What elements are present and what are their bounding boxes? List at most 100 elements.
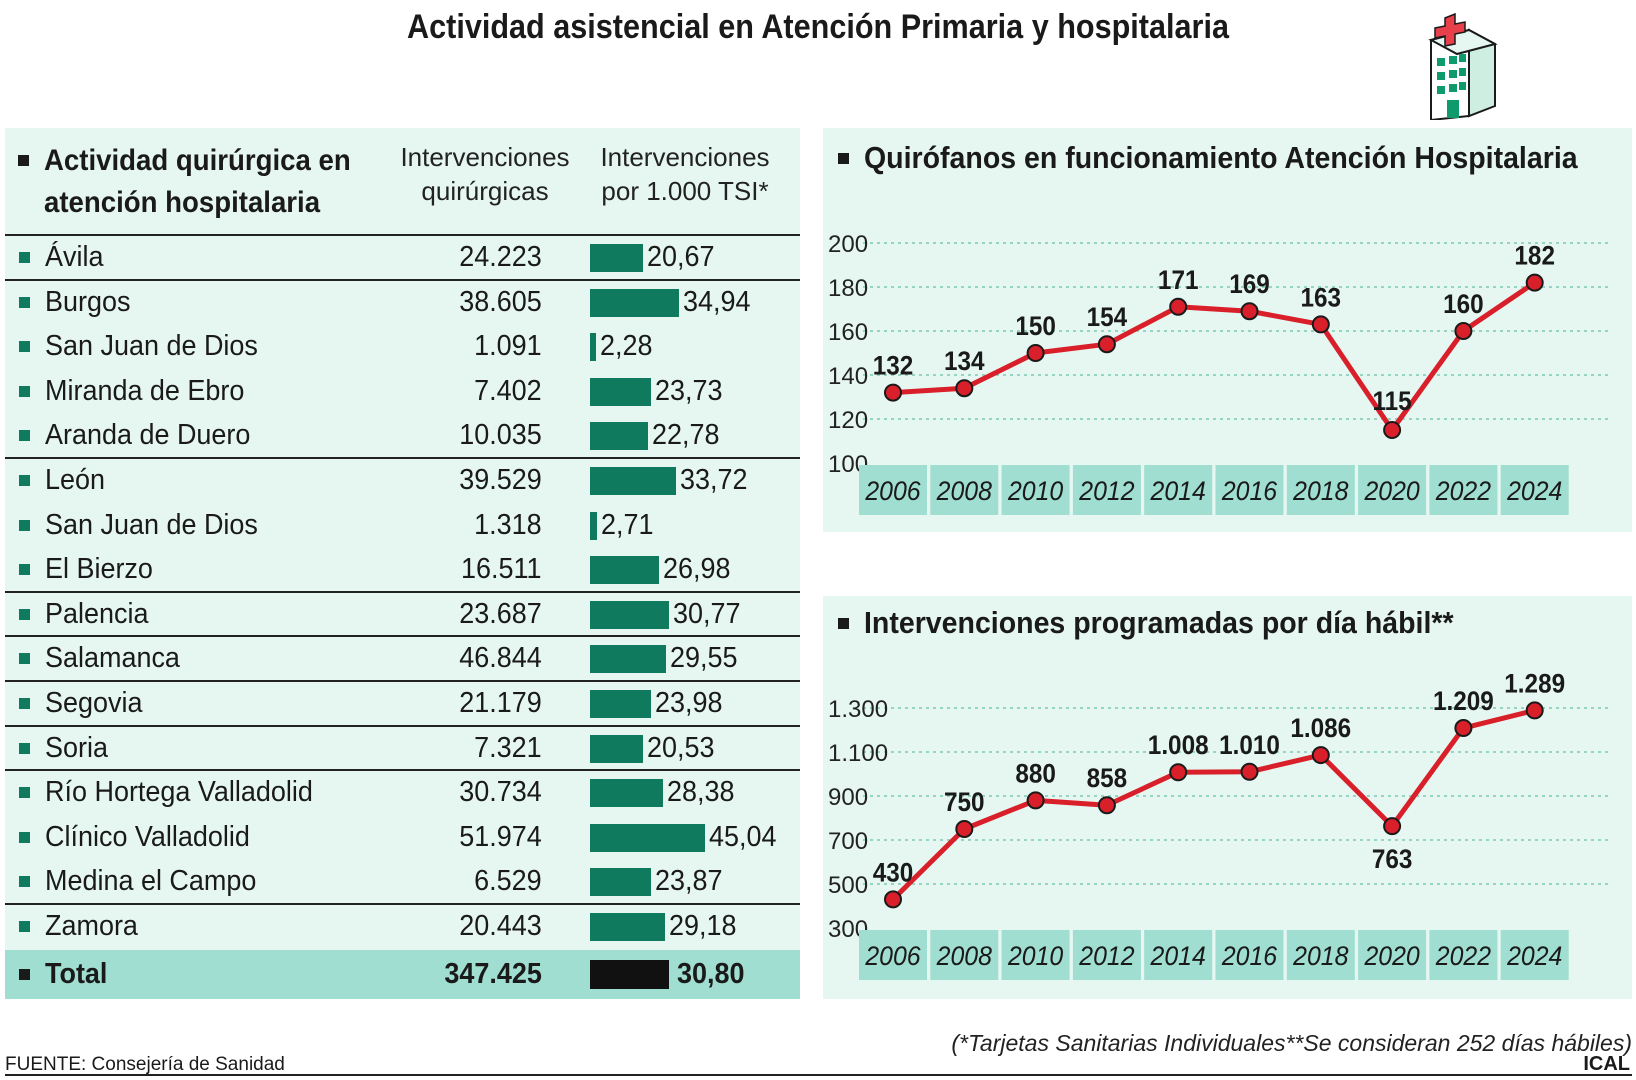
data-label: 182 — [1514, 241, 1555, 270]
x-band-cell — [930, 930, 999, 980]
data-label: 880 — [1015, 759, 1056, 788]
row-bar — [590, 779, 663, 808]
table-row: Salamanca 46.844 29,55 — [5, 636, 800, 681]
data-label: 160 — [1443, 290, 1484, 319]
bullet-square-icon — [19, 742, 30, 754]
col1-line2: quirúrgicas — [421, 176, 549, 206]
footer-divider — [5, 1074, 1632, 1076]
data-label: 1.086 — [1290, 714, 1351, 743]
x-tick-label: 2024 — [1506, 942, 1562, 971]
col1-line1: Intervenciones — [400, 142, 570, 172]
data-label: 150 — [1015, 312, 1056, 341]
y-tick-label: 160 — [828, 319, 868, 346]
data-label: 1.209 — [1433, 687, 1494, 716]
bullet-square-icon — [838, 617, 849, 629]
x-tick-label: 2010 — [1007, 942, 1064, 971]
row-interventions: 10.035 — [459, 419, 542, 452]
row-name: León — [45, 464, 105, 496]
source-text: FUENTE: Consejería de Sanidad — [5, 1054, 285, 1075]
row-interventions: 6.529 — [474, 865, 542, 898]
data-point — [955, 379, 974, 398]
y-tick-label: 1.300 — [828, 696, 888, 723]
x-tick-label: 2022 — [1435, 477, 1492, 506]
total-label: Total — [45, 958, 108, 990]
data-point — [884, 383, 902, 402]
data-point — [1311, 315, 1330, 334]
data-label: 132 — [873, 351, 914, 380]
x-tick-label: 2012 — [1078, 477, 1135, 506]
x-band-cell — [930, 465, 999, 515]
series-line — [891, 707, 1536, 902]
data-point — [1525, 701, 1544, 720]
column-header-per1000: Intervenciones por 1.000 TSI* — [585, 140, 785, 208]
y-tick-label: 200 — [828, 231, 868, 258]
row-per1000-label: 33,72 — [680, 464, 748, 496]
row-interventions: 23.687 — [459, 597, 542, 630]
row-bar — [590, 645, 666, 674]
row-name: Ávila — [45, 241, 104, 273]
data-point — [1454, 322, 1473, 340]
row-interventions: 38.605 — [459, 285, 542, 318]
data-point — [1454, 719, 1473, 738]
row-per1000-label: 34,94 — [683, 285, 751, 318]
data-point — [1026, 791, 1045, 810]
x-band-cell — [1358, 465, 1427, 515]
x-tick-label: 2008 — [936, 477, 993, 506]
row-divider — [5, 680, 800, 682]
row-interventions: 39.529 — [459, 464, 542, 496]
row-bar — [590, 511, 597, 540]
x-tick-label: 2006 — [864, 942, 921, 971]
data-point — [955, 820, 974, 838]
row-bar — [590, 600, 669, 629]
row-name: Miranda de Ebro — [45, 374, 245, 407]
x-band-cell — [1500, 930, 1569, 980]
row-bar — [590, 734, 643, 763]
x-band-cell — [1215, 465, 1284, 515]
row-name: Medina el Campo — [45, 865, 257, 898]
x-band-cell — [1286, 465, 1355, 515]
chart-panel-operating-rooms — [823, 128, 1632, 532]
row-per1000-label: 20,53 — [646, 731, 715, 764]
y-tick-label: 180 — [828, 275, 868, 302]
data-label: 1.008 — [1148, 731, 1209, 760]
table-row: Segovia 21.179 23,98 — [5, 681, 800, 726]
bullet-square-icon — [19, 787, 30, 799]
row-name: Clínico Valladolid — [45, 820, 250, 853]
data-label: 154 — [1087, 303, 1128, 332]
bullet-square-icon — [19, 653, 30, 665]
bullet-square-icon — [19, 921, 30, 932]
total-interventions: 347.425 — [444, 958, 542, 990]
total-per1000-label: 30,80 — [676, 958, 745, 990]
data-point — [1383, 817, 1402, 836]
col2-line1: Intervenciones — [600, 142, 770, 172]
data-point — [1240, 302, 1259, 321]
row-name: Zamora — [45, 910, 138, 942]
row-bar — [590, 467, 677, 495]
brand-logo: ICAL — [1583, 1053, 1630, 1075]
row-per1000-label: 23,73 — [654, 374, 723, 407]
row-name: San Juan de Dios — [45, 508, 258, 541]
row-name: Burgos — [45, 285, 131, 318]
x-tick-label: 2018 — [1292, 477, 1349, 506]
column-header-interventions: Intervenciones quirúrgicas — [385, 140, 585, 208]
y-tick-label: 900 — [828, 784, 868, 811]
data-label: 169 — [1229, 270, 1270, 299]
data-label: 171 — [1158, 266, 1199, 295]
table-row: Aranda de Duero 10.035 22,78 — [5, 413, 800, 458]
table-panel — [5, 128, 800, 999]
data-point — [884, 890, 902, 909]
bullet-square-icon — [18, 155, 29, 166]
x-tick-label: 2016 — [1221, 942, 1278, 971]
data-label: 134 — [944, 347, 985, 376]
x-band-cell — [1001, 930, 1070, 980]
row-bar — [590, 690, 652, 718]
row-bar — [590, 333, 596, 362]
row-bar — [590, 868, 652, 897]
table-row: Burgos 38.605 34,94 — [5, 280, 800, 325]
row-divider — [5, 724, 800, 727]
x-tick-label: 2018 — [1292, 942, 1349, 971]
bullet-square-icon — [19, 296, 30, 308]
row-interventions: 51.974 — [459, 820, 542, 853]
x-band-cell — [1072, 465, 1141, 515]
